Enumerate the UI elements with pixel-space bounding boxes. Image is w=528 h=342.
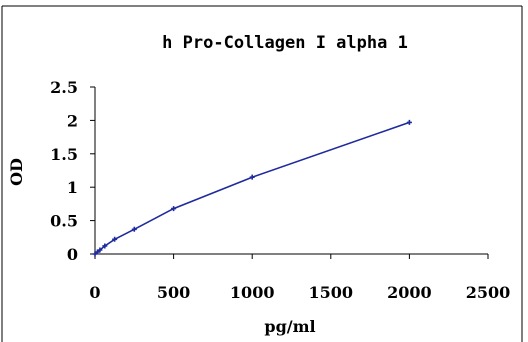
x-tick-label: 1500 xyxy=(309,283,354,302)
ticks-layer: 0 500 1000 1500 2000 2500 0 0.5 1 1.5 2 2.5 xyxy=(50,78,510,302)
y-tick-label: 2 xyxy=(67,111,78,130)
plot-layer xyxy=(92,119,412,257)
y-tick-label: 2.5 xyxy=(50,78,78,97)
y-axis-label: OD xyxy=(7,158,26,186)
x-tick-label: 2000 xyxy=(387,283,432,302)
x-tick-label: 1000 xyxy=(230,283,275,302)
y-tick-label: 1.5 xyxy=(50,145,78,164)
y-tick-label: 0 xyxy=(67,245,78,264)
x-tick-label: 2500 xyxy=(466,283,511,302)
data-point xyxy=(97,247,103,253)
data-point xyxy=(131,226,137,232)
data-point xyxy=(112,236,118,242)
series-line xyxy=(94,121,410,255)
y-tick-label: 1 xyxy=(67,178,78,197)
data-point xyxy=(171,206,177,212)
data-point xyxy=(406,119,412,125)
x-tick-label: 0 xyxy=(89,283,100,302)
data-point xyxy=(102,243,108,249)
y-tick-label: 0.5 xyxy=(50,212,78,231)
x-axis-label: pg/ml xyxy=(264,317,315,336)
chart-title: h Pro-Collagen I alpha 1 xyxy=(162,33,408,53)
x-tick-label: 500 xyxy=(157,283,190,302)
data-point xyxy=(249,174,255,180)
